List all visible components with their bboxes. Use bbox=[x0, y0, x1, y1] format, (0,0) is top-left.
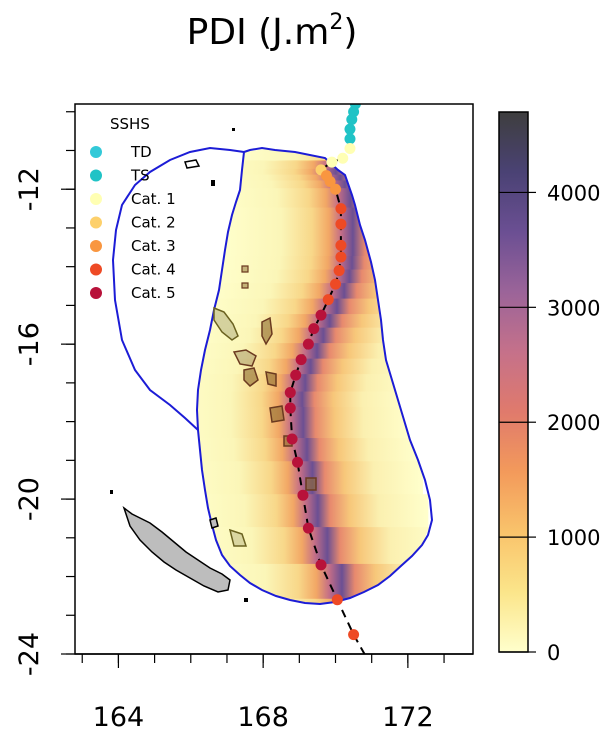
track-point bbox=[335, 203, 347, 215]
colorbar-ticks: 0 1000 2000 3000 4000 bbox=[499, 181, 600, 665]
track-point bbox=[284, 387, 296, 399]
swath-band bbox=[217, 598, 432, 604]
vanuatu-island-5 bbox=[265, 371, 277, 387]
track-point bbox=[335, 218, 347, 230]
colorbar: 0 1000 2000 3000 4000 bbox=[498, 111, 600, 665]
outer-boundary-line bbox=[111, 146, 245, 431]
track-point bbox=[344, 143, 356, 155]
legend-swatch bbox=[90, 240, 102, 252]
swath-band bbox=[197, 327, 432, 346]
loyalty-island-1 bbox=[209, 517, 219, 529]
track-point bbox=[324, 175, 336, 187]
track-point bbox=[344, 133, 356, 145]
legend-label: TS bbox=[130, 167, 150, 185]
legend-label: TD bbox=[130, 143, 152, 161]
legend-title: SSHS bbox=[110, 115, 150, 133]
y-tick-label: -24 bbox=[14, 632, 45, 676]
track-point bbox=[297, 489, 309, 501]
swath-band bbox=[210, 180, 432, 191]
torres-island bbox=[184, 159, 201, 169]
vanuatu-island-6 bbox=[269, 405, 285, 423]
small-islet-3 bbox=[110, 490, 113, 494]
vanuatu-island-9 bbox=[305, 477, 317, 491]
vanuatu-island-4 bbox=[243, 367, 259, 387]
swath-outline bbox=[195, 146, 434, 606]
track-point bbox=[308, 323, 320, 335]
vanuatu-island-2 bbox=[232, 349, 257, 367]
map-plot-area bbox=[110, 104, 434, 654]
legend-label: Cat. 2 bbox=[131, 214, 176, 232]
track-point bbox=[290, 369, 302, 381]
legend-swatch bbox=[90, 216, 102, 229]
new-caledonia-landmass bbox=[122, 505, 231, 593]
swath-band bbox=[206, 174, 432, 183]
colorbar-tick-label: 1000 bbox=[547, 526, 600, 550]
x-tick-label: 172 bbox=[382, 702, 434, 733]
vanuatu-island-1 bbox=[213, 306, 239, 341]
swath-band bbox=[197, 314, 432, 330]
x-axis: 164 168 172 bbox=[75, 653, 473, 733]
small-islet-4 bbox=[244, 598, 248, 602]
legend-swatch bbox=[90, 169, 102, 182]
pdi-swath bbox=[197, 149, 432, 604]
y-tick-label: -20 bbox=[14, 477, 45, 521]
colorbar-tick-label: 3000 bbox=[547, 296, 600, 320]
chart-title: PDI (J.m2) bbox=[187, 10, 358, 53]
track-point bbox=[292, 456, 304, 468]
colorbar-tick-label: 2000 bbox=[547, 411, 600, 435]
x-tick-label: 168 bbox=[237, 702, 289, 733]
y-tick-label: -12 bbox=[14, 167, 45, 211]
colorbar-tick-label: 0 bbox=[547, 641, 560, 665]
colorbar-tick-label: 4000 bbox=[547, 181, 600, 205]
x-tick-label: 164 bbox=[93, 702, 145, 733]
track-point bbox=[344, 123, 356, 135]
track-point bbox=[335, 239, 347, 251]
small-islet-2 bbox=[232, 128, 235, 131]
track-point bbox=[330, 278, 342, 290]
track-point bbox=[333, 265, 345, 277]
track-point bbox=[302, 522, 314, 534]
track-point bbox=[322, 294, 334, 306]
legend-label: Cat. 5 bbox=[131, 284, 176, 302]
legend-swatch bbox=[90, 287, 102, 299]
swath-band bbox=[197, 391, 411, 410]
swath-band bbox=[197, 438, 418, 464]
legend-swatch bbox=[90, 263, 102, 276]
track-point bbox=[348, 629, 360, 641]
track-point bbox=[335, 251, 347, 263]
banks-island-1 bbox=[241, 265, 249, 273]
track-point bbox=[315, 309, 327, 321]
sshs-legend: SSHS TD TS Cat. 1 Cat. 2 Cat. 3 Cat. 4 Cat. 5 bbox=[90, 115, 176, 302]
swath-band bbox=[211, 157, 432, 164]
vanuatu-island-3 bbox=[261, 316, 273, 346]
track-point bbox=[295, 354, 307, 366]
track-point bbox=[326, 156, 338, 168]
legend-label: Cat. 3 bbox=[131, 237, 176, 255]
track-point bbox=[302, 338, 314, 350]
y-axis: -12 -16 -20 -24 bbox=[14, 111, 75, 676]
track-point bbox=[284, 402, 296, 414]
track-point bbox=[337, 152, 349, 164]
vanuatu-island-8 bbox=[228, 528, 248, 547]
swath-band bbox=[201, 161, 432, 171]
track-point bbox=[331, 594, 343, 606]
legend-swatch bbox=[90, 193, 102, 205]
y-tick-label: -16 bbox=[14, 322, 45, 366]
swath-band bbox=[201, 563, 432, 601]
swath-band bbox=[201, 298, 432, 317]
banks-island-2 bbox=[241, 282, 249, 289]
legend-label: Cat. 1 bbox=[131, 190, 176, 208]
legend-label: Cat. 4 bbox=[131, 261, 176, 279]
track-point bbox=[315, 559, 327, 571]
track-point bbox=[286, 433, 298, 445]
small-islet-1 bbox=[211, 180, 215, 186]
cyclone-track-points bbox=[284, 104, 361, 641]
swath-band bbox=[197, 494, 429, 530]
swath-band bbox=[197, 407, 413, 441]
track-point bbox=[346, 113, 358, 125]
track-point bbox=[330, 183, 342, 195]
cyclone-track-line bbox=[289, 104, 366, 654]
legend-swatch bbox=[90, 146, 102, 158]
